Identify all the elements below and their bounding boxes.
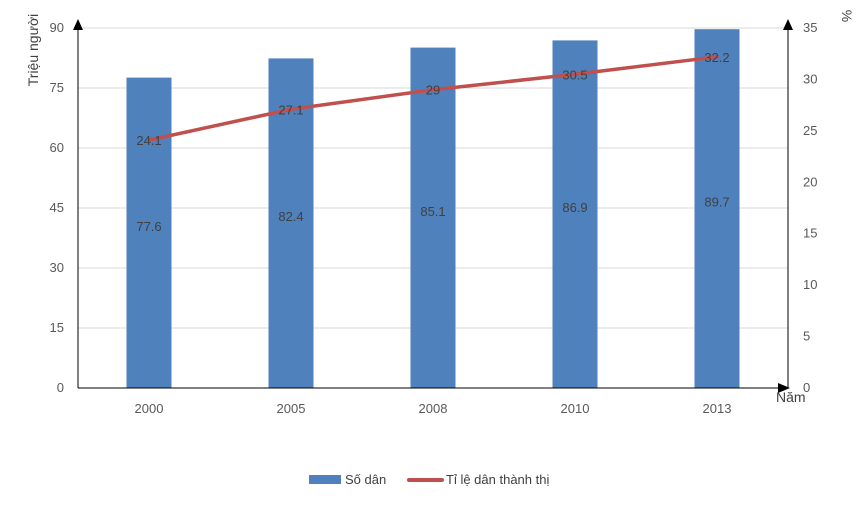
data-labels: 77.6 82.4 85.1 86.9 89.7 24.1 27.1 29 30.5 32.2: [136, 50, 729, 234]
bar: [694, 29, 740, 388]
legend-label-bars: Số dân: [345, 472, 386, 487]
bar-data-label: 82.4: [278, 209, 303, 224]
x-axis-arrow: [778, 383, 790, 393]
y-right-tick-label: 5: [803, 329, 810, 344]
y-right-tick-label: 30: [803, 71, 817, 86]
bar-data-label: 86.9: [562, 200, 587, 215]
y-right-axis-title: %: [839, 10, 855, 22]
line-data-label: 27.1: [278, 102, 303, 117]
legend-swatch-bars: [309, 475, 341, 484]
x-tick-label: 2013: [703, 401, 732, 416]
y-left-tick-label: 75: [50, 80, 64, 95]
line-point: [289, 107, 293, 111]
line-data-label: 30.5: [562, 67, 587, 82]
line-point: [573, 72, 577, 76]
bar-data-label: 77.6: [136, 219, 161, 234]
y-right-tick-label: 35: [803, 20, 817, 35]
y-right-tick-label: 20: [803, 174, 817, 189]
y-left-tick-label: 0: [57, 380, 64, 395]
y-left-tick-label: 90: [50, 20, 64, 35]
bar: [126, 77, 172, 388]
bar-data-label: 85.1: [420, 204, 445, 219]
bar-series: [126, 29, 740, 389]
line-data-label: 32.2: [704, 50, 729, 65]
bar: [410, 47, 456, 388]
y-left-tick-label: 15: [50, 320, 64, 335]
x-tick-label: 2005: [277, 401, 306, 416]
y-right-tick-label: 15: [803, 226, 817, 241]
right-axis-arrow: [783, 19, 793, 30]
y-right-tick-label: 25: [803, 123, 817, 138]
y-left-tick-label: 45: [50, 200, 64, 215]
line-data-label: 29: [426, 83, 440, 98]
line-point: [431, 88, 435, 92]
line-series: [147, 55, 719, 142]
x-tick-label: 2010: [561, 401, 590, 416]
bar: [552, 40, 598, 389]
x-axis-title: Năm: [776, 389, 806, 405]
legend-label-line: Tỉ lệ dân thành thị: [446, 472, 549, 487]
y-left-tick-label: 60: [50, 140, 64, 155]
line-point: [715, 55, 719, 59]
y-right-tick-label: 10: [803, 277, 817, 292]
x-tick-label: 2008: [419, 401, 448, 416]
tick-labels: 0 15 30 45 60 75 90 0 5 10 15 20 25 30 35 2000 2005 2008 2…: [50, 20, 818, 416]
line-data-label: 24.1: [136, 133, 161, 148]
axes: [73, 19, 793, 393]
left-axis-arrow: [73, 19, 83, 30]
y-left-axis-title: Triệu người: [25, 14, 41, 87]
bar-data-label: 89.7: [704, 195, 729, 210]
y-right-tick-label: 0: [803, 380, 810, 395]
legend: Số dân Tỉ lệ dân thành thị: [309, 472, 549, 487]
x-tick-label: 2000: [135, 401, 164, 416]
y-left-tick-label: 30: [50, 260, 64, 275]
line-point: [147, 138, 151, 142]
